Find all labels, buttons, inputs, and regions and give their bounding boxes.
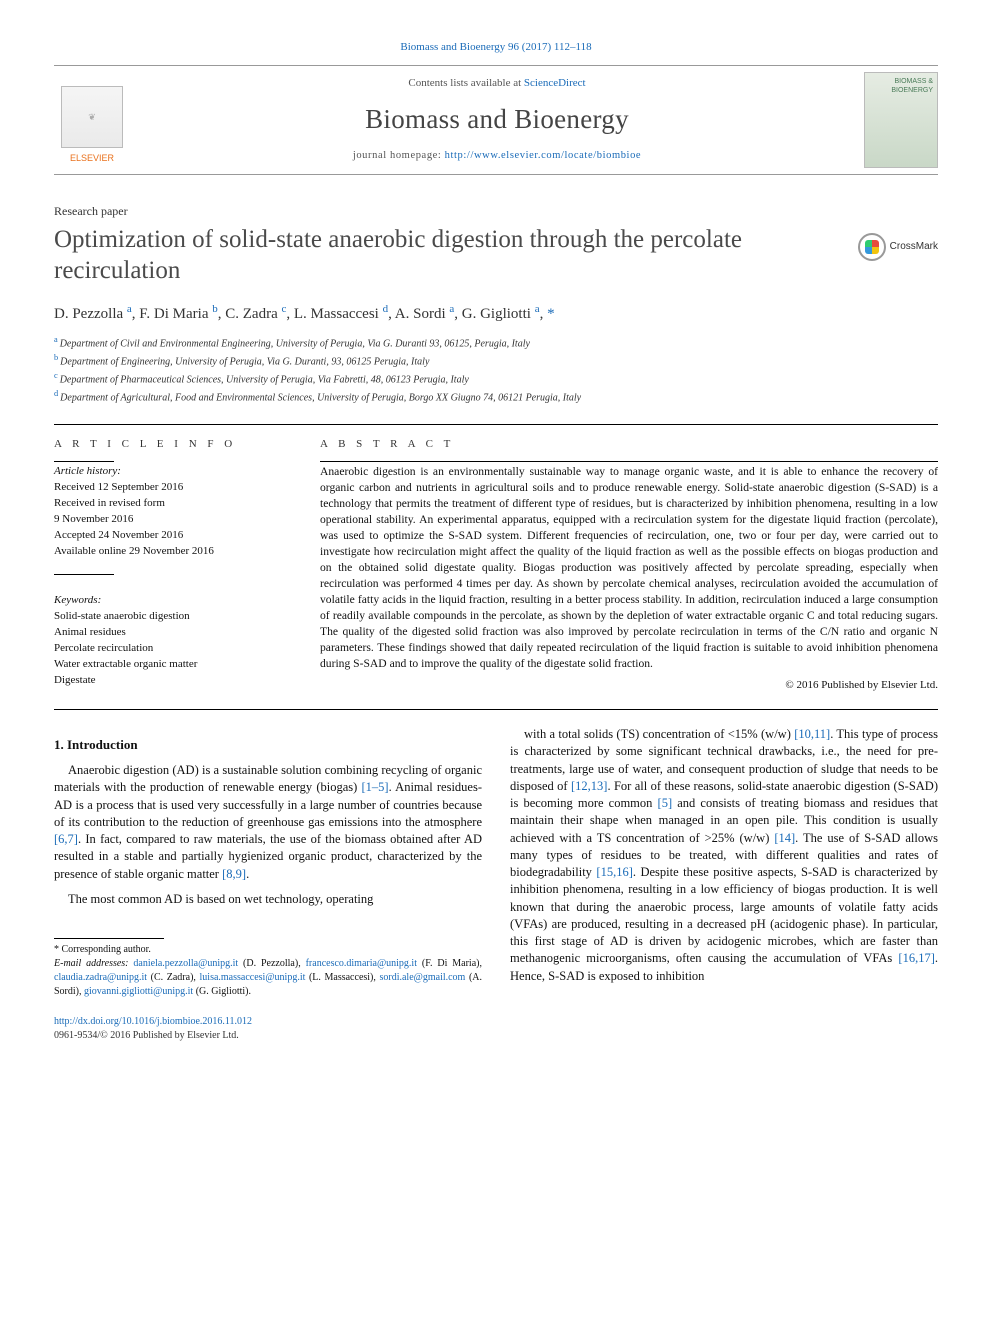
homepage-prefix: journal homepage: xyxy=(353,150,445,161)
keywords-label: Keywords: xyxy=(54,593,290,609)
author: A. Sordi a xyxy=(395,306,454,322)
abstract-text: Anaerobic digestion is an environmentall… xyxy=(320,464,938,672)
body-para: with a total solids (TS) concentration o… xyxy=(510,726,938,985)
keyword: Water extractable organic matter xyxy=(54,657,290,673)
citation-ref[interactable]: [14] xyxy=(774,831,795,845)
keyword-lines: Solid-state anaerobic digestionAnimal re… xyxy=(54,609,290,689)
body-para: Anaerobic digestion (AD) is a sustainabl… xyxy=(54,762,482,883)
history-label: Article history: xyxy=(54,464,290,480)
article-type: Research paper xyxy=(54,203,938,219)
body-text: 1. Introduction Anaerobic digestion (AD)… xyxy=(54,726,938,999)
email-addresses: E-mail addresses: daniela.pezzolla@unipg… xyxy=(54,957,482,999)
author: F. Di Maria b xyxy=(139,306,217,322)
publisher-logo-text: ELSEVIER xyxy=(70,152,114,164)
author-email[interactable]: daniela.pezzolla@unipg.it xyxy=(133,958,238,969)
sciencedirect-link[interactable]: ScienceDirect xyxy=(524,77,586,89)
body-text-run: . xyxy=(246,867,249,881)
citation-ref[interactable]: [16,17] xyxy=(898,951,934,965)
keyword: Percolate recirculation xyxy=(54,641,290,657)
author: C. Zadra c xyxy=(225,306,286,322)
author-list: D. Pezzolla a, F. Di Maria b, C. Zadra c… xyxy=(54,302,938,324)
divider xyxy=(54,424,938,425)
section-heading-intro: 1. Introduction xyxy=(54,736,482,754)
history-lines: Received 12 September 2016Received in re… xyxy=(54,480,290,560)
citation-ref[interactable]: [15,16] xyxy=(596,865,632,879)
history-line: 9 November 2016 xyxy=(54,512,290,528)
affiliation: dDepartment of Agricultural, Food and En… xyxy=(54,388,938,406)
affiliation: bDepartment of Engineering, University o… xyxy=(54,352,938,370)
author-email[interactable]: luisa.massaccesi@unipg.it xyxy=(200,972,306,983)
elsevier-tree-icon: ❦ xyxy=(61,86,123,148)
affiliation: aDepartment of Civil and Environmental E… xyxy=(54,334,938,352)
info-rule xyxy=(54,574,114,575)
history-line: Received 12 September 2016 xyxy=(54,480,290,496)
citation-line: Biomass and Bioenergy 96 (2017) 112–118 xyxy=(54,40,938,55)
doi-block: http://dx.doi.org/10.1016/j.biombioe.201… xyxy=(54,1015,938,1042)
abstract-rule xyxy=(320,461,938,462)
masthead: ❦ ELSEVIER Contents lists available at S… xyxy=(54,65,938,175)
author-email[interactable]: sordi.ale@gmail.com xyxy=(379,972,465,983)
article-title: Optimization of solid-state anaerobic di… xyxy=(54,225,838,286)
doi-link[interactable]: http://dx.doi.org/10.1016/j.biombioe.201… xyxy=(54,1016,252,1027)
citation-ref[interactable]: [5] xyxy=(658,796,673,810)
journal-homepage-line: journal homepage: http://www.elsevier.co… xyxy=(144,149,850,163)
author-email[interactable]: giovanni.gigliotti@unipg.it xyxy=(84,986,193,997)
keyword: Solid-state anaerobic digestion xyxy=(54,609,290,625)
info-rule xyxy=(54,461,114,462)
citation-ref[interactable]: [1–5] xyxy=(361,780,388,794)
journal-homepage-link[interactable]: http://www.elsevier.com/locate/biombioe xyxy=(445,150,642,161)
publisher-logo: ❦ ELSEVIER xyxy=(54,76,130,164)
citation-ref[interactable]: [8,9] xyxy=(222,867,246,881)
keyword: Digestate xyxy=(54,673,290,689)
journal-cover-thumb: BIOMASS & BIOENERGY xyxy=(864,72,938,168)
history-line: Available online 29 November 2016 xyxy=(54,544,290,560)
keyword: Animal residues xyxy=(54,625,290,641)
abstract-copyright: © 2016 Published by Elsevier Ltd. xyxy=(320,678,938,693)
issn-copyright: 0961-9534/© 2016 Published by Elsevier L… xyxy=(54,1029,938,1043)
divider xyxy=(54,709,938,710)
crossmark-badge[interactable]: CrossMark xyxy=(858,233,938,261)
crossmark-icon xyxy=(858,233,886,261)
contents-prefix: Contents lists available at xyxy=(408,77,523,89)
contents-available-line: Contents lists available at ScienceDirec… xyxy=(144,76,850,91)
citation-ref[interactable]: [10,11] xyxy=(794,727,830,741)
author: L. Massaccesi d xyxy=(294,306,388,322)
body-text-run: . In fact, compared to raw materials, th… xyxy=(54,832,482,881)
author-email[interactable]: claudia.zadra@unipg.it xyxy=(54,972,147,983)
body-text-run: . Despite these positive aspects, S-SAD … xyxy=(510,865,938,965)
body-para: The most common AD is based on wet techn… xyxy=(54,891,482,908)
abstract-heading: A B S T R A C T xyxy=(320,437,938,452)
article-info-heading: A R T I C L E I N F O xyxy=(54,437,290,452)
journal-name: Biomass and Bioenergy xyxy=(144,101,850,137)
citation-ref[interactable]: [12,13] xyxy=(571,779,607,793)
corresponding-author-label: * Corresponding author. xyxy=(54,943,482,957)
citation-ref[interactable]: [6,7] xyxy=(54,832,78,846)
author: G. Gigliotti a, * xyxy=(462,306,555,322)
footnote-rule xyxy=(54,938,164,939)
affiliation-list: aDepartment of Civil and Environmental E… xyxy=(54,334,938,405)
history-line: Received in revised form xyxy=(54,496,290,512)
corresponding-footnote: * Corresponding author. E-mail addresses… xyxy=(54,938,482,999)
author: D. Pezzolla a xyxy=(54,306,132,322)
affiliation: cDepartment of Pharmaceutical Sciences, … xyxy=(54,370,938,388)
crossmark-label: CrossMark xyxy=(890,240,938,254)
author-email[interactable]: francesco.dimaria@unipg.it xyxy=(306,958,417,969)
body-text-run: with a total solids (TS) concentration o… xyxy=(524,727,794,741)
history-line: Accepted 24 November 2016 xyxy=(54,528,290,544)
